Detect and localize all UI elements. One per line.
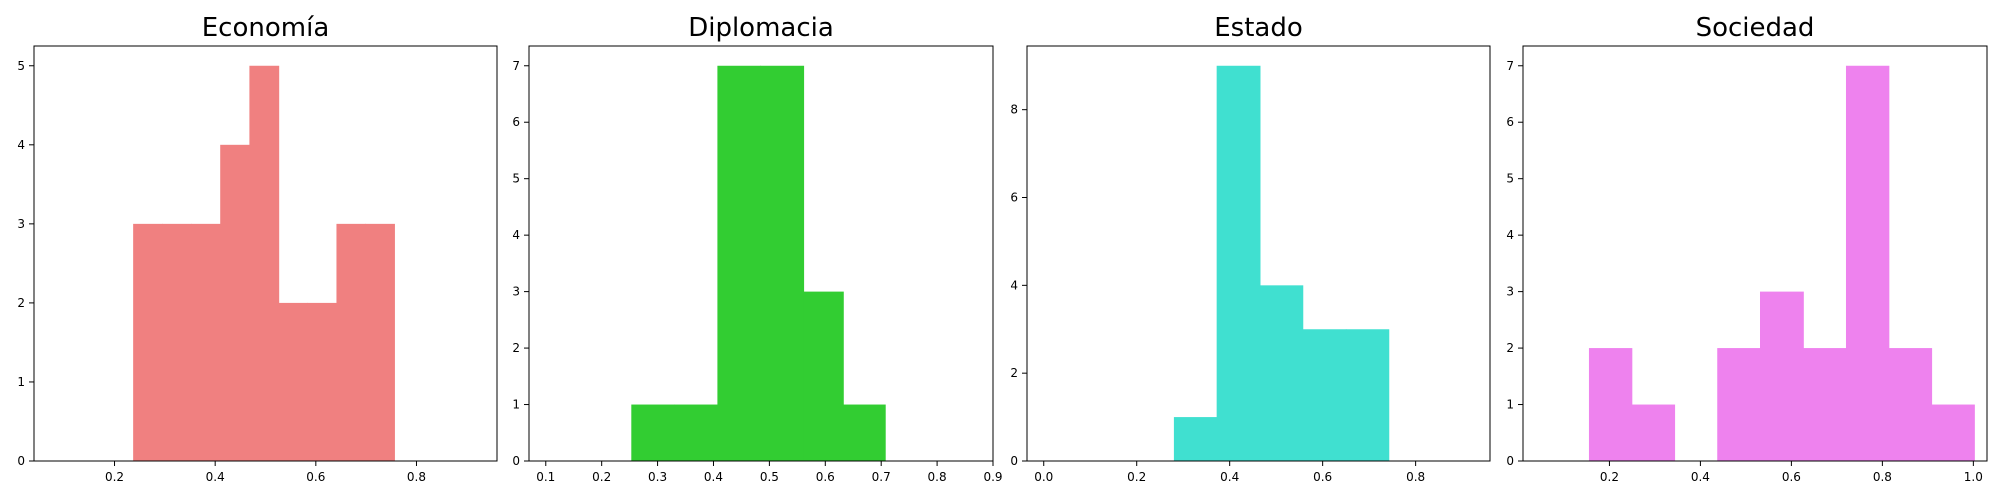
histogram-bar-estado-3: [1259, 285, 1304, 461]
chart-title-estado: Estado: [1214, 13, 1303, 43]
histogram-bar-estado-5: [1345, 329, 1390, 461]
y-tick-label-economia-6: 5: [17, 59, 25, 73]
x-tick-label-economia-3: 0.6: [306, 470, 325, 484]
x-tick-label-economia-1: 0.2: [105, 470, 124, 484]
histogram-bar-economia-5: [249, 65, 280, 461]
histogram-bar-diplomacia-4: [760, 65, 805, 461]
histogram-bar-diplomacia-2: [674, 404, 718, 461]
histogram-bar-diplomacia-1: [631, 404, 675, 461]
x-tick-label-economia-4: 0.8: [407, 470, 426, 484]
y-tick-label-sociedad-6: 5: [1506, 172, 1514, 186]
panel-estado: 0.0 0.2 0.4 0.6 0.8 0 2 4 6 8 Estado: [1010, 13, 1491, 484]
y-tick-label-sociedad-4: 3: [1506, 285, 1514, 299]
y-tick-label-economia-4: 3: [17, 217, 25, 231]
x-tick-label-diplomacia-4: 0.4: [704, 470, 723, 484]
y-tick-label-diplomacia-3: 2: [512, 341, 520, 355]
y-tick-label-diplomacia-2: 1: [512, 398, 520, 412]
x-tick-label-diplomacia-5: 0.5: [760, 470, 779, 484]
y-tick-label-diplomacia-6: 5: [512, 172, 520, 186]
axes-frame-economia: [33, 45, 498, 462]
x-tick-label-diplomacia-8: 0.8: [928, 470, 947, 484]
y-tick-label-diplomacia-1: 0: [512, 454, 520, 468]
y-tick-label-diplomacia-5: 4: [512, 228, 520, 242]
y-tick-label-diplomacia-8: 7: [512, 59, 520, 73]
panel-diplomacia: 0.1 0.2 0.3 0.4 0.5 0.6 0.7 0.8 0.9 0 1 2 3 4 5 6 7 Diplo…: [512, 13, 1002, 484]
chart-title-diplomacia: Diplomacia: [688, 13, 834, 43]
histogram-bar-estado-4: [1302, 329, 1347, 461]
x-tick-label-estado-3: 0.4: [1220, 470, 1239, 484]
histogram-bar-sociedad-1: [1588, 348, 1633, 461]
axes-frame-estado: [1026, 45, 1491, 462]
histogram-bar-sociedad-9: [1931, 404, 1975, 461]
x-tick-label-sociedad-5: 1.0: [1964, 470, 1983, 484]
histogram-bar-economia-2: [162, 223, 192, 461]
x-tick-label-sociedad-2: 0.4: [1691, 470, 1710, 484]
chart-title-economia: Economía: [202, 13, 330, 43]
histogram-bar-economia-9: [365, 223, 395, 461]
x-tick-label-sociedad-1: 0.2: [1600, 470, 1619, 484]
chart-title-sociedad: Sociedad: [1696, 13, 1815, 43]
x-tick-label-diplomacia-2: 0.2: [592, 470, 611, 484]
x-tick-label-diplomacia-7: 0.7: [872, 470, 891, 484]
histogram-bar-sociedad-6: [1803, 348, 1847, 461]
histogram-bar-sociedad-2: [1631, 404, 1676, 461]
y-tick-label-economia-2: 1: [17, 375, 25, 389]
x-tick-label-diplomacia-9: 0.9: [983, 470, 1002, 484]
histogram-bar-economia-8: [336, 223, 366, 461]
histogram-bar-sociedad-8: [1888, 348, 1933, 461]
y-tick-label-economia-1: 0: [17, 454, 25, 468]
x-tick-label-estado-5: 0.8: [1406, 470, 1425, 484]
y-tick-label-estado-4: 6: [1010, 191, 1018, 205]
axes-frame-sociedad: [1522, 45, 1988, 462]
histogram-bar-estado-2: [1216, 65, 1261, 461]
histogram-bar-estado-1: [1173, 417, 1218, 461]
x-tick-label-sociedad-4: 0.8: [1873, 470, 1892, 484]
histogram-bar-diplomacia-5: [803, 291, 844, 461]
x-tick-label-estado-4: 0.6: [1313, 470, 1332, 484]
y-tick-label-sociedad-2: 1: [1506, 398, 1514, 412]
y-tick-label-sociedad-1: 0: [1506, 454, 1514, 468]
histogram-bar-sociedad-5: [1760, 291, 1804, 461]
y-tick-label-estado-2: 2: [1010, 366, 1018, 380]
histogram-bar-diplomacia-3: [717, 65, 762, 461]
histogram-bar-economia-6: [278, 302, 308, 461]
x-tick-label-sociedad-3: 0.6: [1782, 470, 1801, 484]
y-tick-label-diplomacia-7: 6: [512, 115, 520, 129]
histogram-bar-economia-1: [133, 223, 163, 461]
y-tick-label-estado-1: 0: [1010, 454, 1018, 468]
y-tick-label-estado-3: 4: [1010, 278, 1018, 292]
histogram-bar-economia-3: [191, 223, 221, 461]
y-tick-label-sociedad-8: 7: [1506, 59, 1514, 73]
y-tick-label-estado-5: 8: [1010, 103, 1018, 117]
histogram-bar-sociedad-4: [1717, 348, 1761, 461]
x-tick-label-diplomacia-6: 0.6: [816, 470, 835, 484]
panel-economia: 0.2 0.4 0.6 0.8 0 1 2 3 4 5 Economía: [17, 13, 498, 484]
x-tick-label-estado-1: 0.0: [1034, 470, 1053, 484]
histogram-bar-economia-7: [307, 302, 338, 461]
y-tick-label-sociedad-7: 6: [1506, 115, 1514, 129]
x-tick-label-estado-2: 0.2: [1127, 470, 1146, 484]
histogram-bar-sociedad-7: [1845, 65, 1890, 461]
y-tick-label-sociedad-3: 2: [1506, 341, 1514, 355]
histogram-bar-diplomacia-6: [843, 404, 886, 461]
x-tick-label-diplomacia-1: 0.1: [536, 470, 555, 484]
x-tick-label-economia-2: 0.4: [206, 470, 225, 484]
y-tick-label-diplomacia-4: 3: [512, 285, 520, 299]
y-tick-label-economia-3: 2: [17, 296, 25, 310]
panel-sociedad: 0.2 0.4 0.6 0.8 1.0 0 1 2 3 4 5 6 7 Sociedad: [1506, 13, 1988, 484]
x-tick-label-diplomacia-3: 0.3: [648, 470, 667, 484]
y-tick-label-sociedad-5: 4: [1506, 228, 1514, 242]
histogram-bar-economia-4: [220, 144, 250, 461]
y-tick-label-economia-5: 4: [17, 138, 25, 152]
axes-frame-diplomacia: [528, 45, 994, 462]
